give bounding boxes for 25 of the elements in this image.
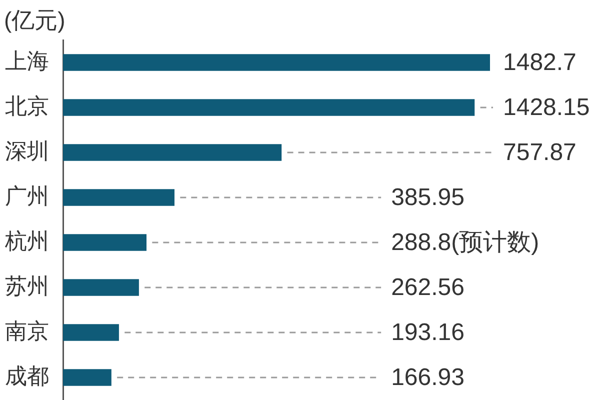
bar: [63, 369, 112, 386]
data-label: 262.56: [391, 274, 464, 302]
y-tick-label: 北京: [5, 94, 49, 119]
bar: [63, 279, 139, 296]
bar: [63, 234, 146, 251]
x-axis-title: (亿元): [4, 6, 66, 35]
data-label: 1428.15: [503, 94, 590, 122]
data-label: 166.93: [391, 364, 464, 392]
y-tick-label: 南京: [5, 318, 49, 344]
data-label: 385.95: [391, 184, 464, 212]
data-label: 288.8(预计数): [391, 229, 540, 256]
bar: [63, 144, 282, 161]
bar: [63, 54, 490, 71]
bar: [63, 324, 119, 341]
bar: [63, 189, 174, 206]
data-label: 1482.7: [503, 49, 576, 76]
data-label: 193.16: [391, 319, 464, 346]
y-tick-label: 广州: [5, 184, 49, 209]
data-label: 757.87: [503, 139, 576, 166]
y-tick-label: 深圳: [5, 138, 49, 164]
y-tick-label: 苏州: [5, 274, 49, 299]
bar: [63, 99, 475, 116]
y-tick-label: 成都: [5, 364, 49, 389]
y-tick-label: 杭州: [4, 228, 49, 254]
y-tick-label: 上海: [5, 48, 49, 74]
